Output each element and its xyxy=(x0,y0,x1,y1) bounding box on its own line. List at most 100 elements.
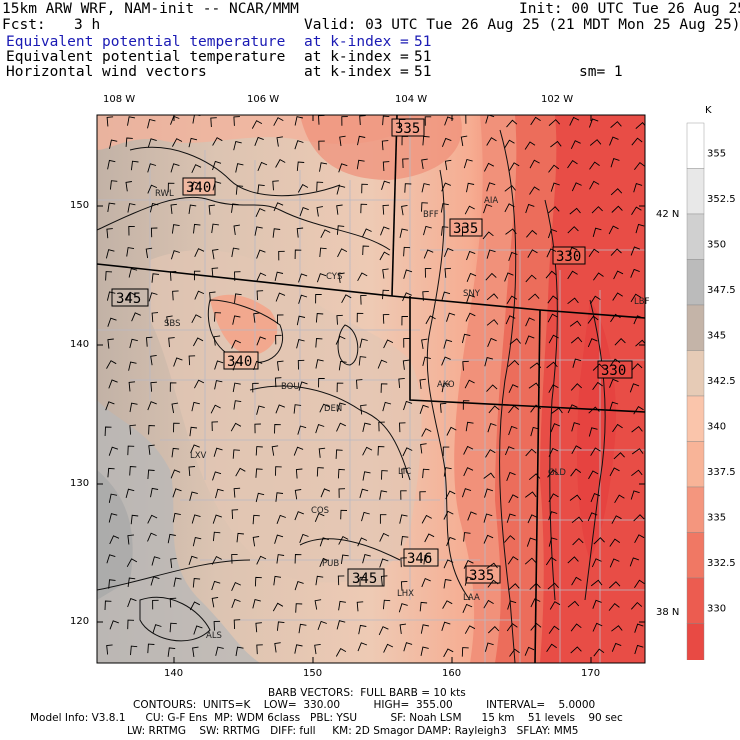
wind-barb xyxy=(272,228,281,238)
contour-label: 345 xyxy=(347,568,385,587)
wind-barb xyxy=(256,336,266,346)
wind-barb xyxy=(589,139,602,146)
wind-barb xyxy=(379,532,390,542)
colorbar-cell xyxy=(686,623,705,660)
svg-text:330: 330 xyxy=(556,249,581,265)
wind-barb xyxy=(421,338,428,349)
wind-barb xyxy=(402,158,409,169)
wind-barb xyxy=(297,359,305,370)
wind-barb xyxy=(319,247,327,258)
wind-barb xyxy=(320,488,331,498)
wind-barb xyxy=(399,228,408,238)
field-level-2: at k-index = xyxy=(304,49,409,65)
wind-barb xyxy=(296,315,306,326)
wind-barb xyxy=(315,313,324,323)
wind-barb xyxy=(425,315,436,325)
wind-barb xyxy=(192,646,199,657)
field-name-1: Equivalent potential temperature xyxy=(6,34,286,50)
wind-barb xyxy=(167,533,176,544)
wind-barb xyxy=(588,248,600,257)
wind-barb xyxy=(446,536,456,547)
wind-barb xyxy=(256,644,263,655)
wind-barb xyxy=(231,339,241,349)
wind-barb xyxy=(483,513,493,523)
wind-barb xyxy=(630,246,641,256)
wind-barb xyxy=(273,202,284,212)
wind-barb xyxy=(169,622,177,633)
wind-barb xyxy=(546,643,557,652)
wind-barb xyxy=(128,381,136,392)
wind-barb xyxy=(272,602,284,612)
wind-barb xyxy=(294,511,304,521)
model-title: 15km ARW WRF, NAM-init -- NCAR/MMM xyxy=(2,1,299,17)
wind-barb xyxy=(421,202,428,212)
wind-barb xyxy=(108,379,118,389)
wind-barb xyxy=(400,536,409,546)
wind-barb xyxy=(194,248,205,257)
wind-barb xyxy=(382,599,391,610)
wind-barb xyxy=(446,426,457,436)
colorbar-cell xyxy=(686,486,705,533)
wind-barb xyxy=(299,207,309,217)
wind-barbs xyxy=(104,115,645,658)
wind-barb xyxy=(382,115,390,126)
wind-barb xyxy=(338,360,347,371)
wind-barb xyxy=(444,267,452,278)
wind-barb xyxy=(191,314,202,324)
wind-barb xyxy=(298,623,307,634)
wind-barb xyxy=(338,535,349,545)
wind-barb xyxy=(294,116,303,126)
wind-barb xyxy=(166,315,173,326)
wind-barb xyxy=(634,623,644,633)
wind-barb xyxy=(567,270,578,280)
wind-barb xyxy=(298,273,308,283)
wind-barb xyxy=(443,467,452,477)
wind-barb xyxy=(400,580,408,591)
contour-label: 335 xyxy=(391,118,425,137)
city-label: COS xyxy=(311,506,329,516)
wind-barb xyxy=(341,116,348,126)
wind-barb xyxy=(590,447,601,456)
wind-barb xyxy=(231,247,240,258)
wind-barb xyxy=(445,490,456,500)
wind-barb xyxy=(422,356,431,367)
wind-barb xyxy=(591,558,602,568)
wind-barb xyxy=(483,472,495,479)
wind-barb xyxy=(294,489,302,500)
wind-barb xyxy=(233,487,241,498)
wind-barb xyxy=(509,648,520,657)
wind-barb xyxy=(382,161,390,172)
wind-barb xyxy=(570,140,581,149)
wind-barb xyxy=(360,404,367,415)
wind-barb xyxy=(255,492,265,503)
wind-barb xyxy=(461,647,469,657)
wind-barb xyxy=(189,426,198,437)
wind-barb xyxy=(441,226,449,236)
wind-barb xyxy=(193,270,201,281)
wind-barb xyxy=(382,204,390,215)
wind-barb xyxy=(317,620,327,631)
wind-barb xyxy=(590,493,601,503)
wind-barb xyxy=(569,207,581,215)
wind-barb xyxy=(485,449,496,458)
wind-barb xyxy=(611,205,623,213)
wind-barb xyxy=(169,597,177,608)
wind-barb xyxy=(572,537,584,546)
wind-barb xyxy=(546,361,558,369)
wind-barb xyxy=(294,140,304,150)
wind-barb xyxy=(295,603,303,613)
wind-barb xyxy=(150,227,158,238)
wind-barb xyxy=(611,642,622,652)
wind-barb xyxy=(127,445,135,456)
wind-barb xyxy=(151,556,161,566)
wind-barb xyxy=(211,555,222,565)
physics-info: LW: RRTMG SW: RRTMG DIFF: full KM: 2D Sm… xyxy=(127,725,579,737)
wind-barb xyxy=(380,226,390,236)
wind-barb xyxy=(422,135,430,146)
wind-barb xyxy=(420,624,429,634)
wind-barb xyxy=(548,537,558,547)
wind-barb xyxy=(336,620,346,630)
wind-barb xyxy=(148,292,158,302)
wind-barb xyxy=(275,404,285,414)
wind-barb xyxy=(506,295,518,305)
